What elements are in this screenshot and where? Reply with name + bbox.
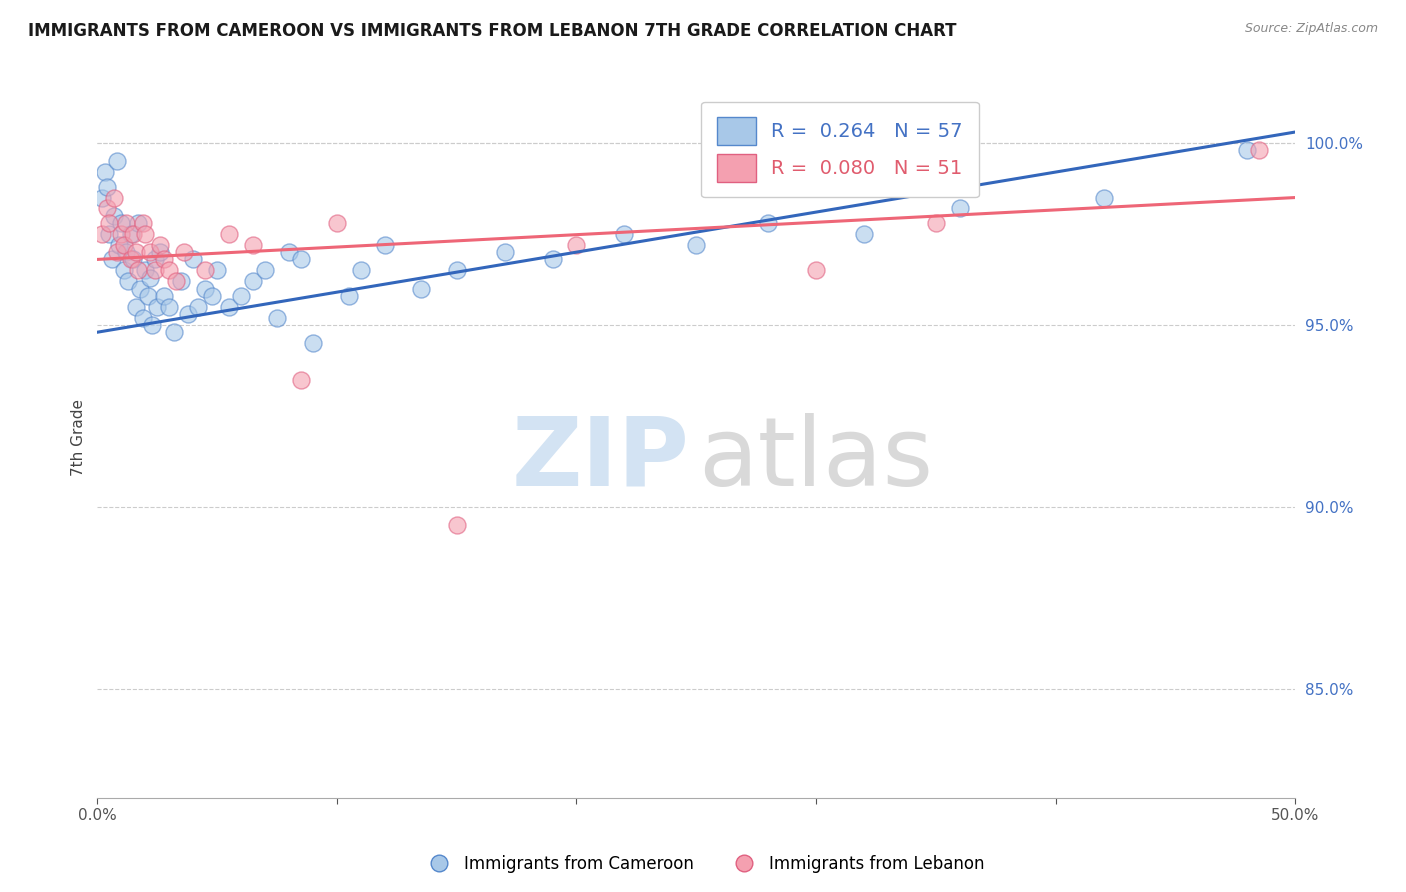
- Point: [141, 318, 163, 332]
- Point: [494, 245, 516, 260]
- Point: [1092, 190, 1115, 204]
- Point: [337, 289, 360, 303]
- Point: [98, 216, 121, 230]
- Point: [804, 263, 827, 277]
- Point: [125, 300, 148, 314]
- Point: [446, 263, 468, 277]
- Text: Source: ZipAtlas.com: Source: ZipAtlas.com: [1244, 22, 1378, 36]
- Point: [91, 227, 114, 241]
- Point: [187, 300, 209, 314]
- Point: [132, 216, 155, 230]
- Legend: R =  0.264   N = 57, R =  0.080   N = 51: R = 0.264 N = 57, R = 0.080 N = 51: [702, 102, 979, 197]
- Text: ZIP: ZIP: [512, 413, 689, 506]
- Point: [91, 190, 114, 204]
- Point: [143, 252, 166, 267]
- Point: [122, 227, 145, 241]
- Point: [96, 179, 118, 194]
- Point: [120, 252, 142, 267]
- Point: [685, 238, 707, 252]
- Point: [125, 245, 148, 260]
- Y-axis label: 7th Grade: 7th Grade: [72, 400, 86, 476]
- Point: [143, 263, 166, 277]
- Point: [242, 238, 264, 252]
- Point: [146, 300, 169, 314]
- Point: [112, 263, 135, 277]
- Point: [201, 289, 224, 303]
- Point: [127, 216, 149, 230]
- Point: [925, 216, 948, 230]
- Text: IMMIGRANTS FROM CAMEROON VS IMMIGRANTS FROM LEBANON 7TH GRADE CORRELATION CHART: IMMIGRANTS FROM CAMEROON VS IMMIGRANTS F…: [28, 22, 956, 40]
- Point: [134, 227, 156, 241]
- Point: [153, 252, 176, 267]
- Point: [122, 252, 145, 267]
- Point: [949, 202, 972, 216]
- Point: [177, 307, 200, 321]
- Point: [93, 165, 115, 179]
- Point: [409, 281, 432, 295]
- Point: [350, 263, 373, 277]
- Point: [218, 300, 240, 314]
- Point: [132, 310, 155, 325]
- Point: [1249, 143, 1271, 157]
- Text: atlas: atlas: [699, 413, 934, 506]
- Point: [194, 263, 217, 277]
- Point: [1236, 143, 1258, 157]
- Point: [181, 252, 204, 267]
- Point: [290, 252, 312, 267]
- Point: [136, 289, 159, 303]
- Point: [173, 245, 195, 260]
- Point: [446, 518, 468, 533]
- Point: [290, 372, 312, 386]
- Point: [153, 289, 176, 303]
- Point: [96, 202, 118, 216]
- Point: [139, 270, 162, 285]
- Point: [163, 325, 186, 339]
- Point: [129, 281, 152, 295]
- Point: [302, 336, 325, 351]
- Point: [254, 263, 277, 277]
- Point: [205, 263, 228, 277]
- Point: [157, 300, 180, 314]
- Point: [565, 238, 588, 252]
- Legend: Immigrants from Cameroon, Immigrants from Lebanon: Immigrants from Cameroon, Immigrants fro…: [415, 848, 991, 880]
- Point: [613, 227, 636, 241]
- Point: [103, 209, 125, 223]
- Point: [108, 238, 131, 252]
- Point: [165, 274, 187, 288]
- Point: [103, 190, 125, 204]
- Point: [852, 227, 875, 241]
- Point: [134, 263, 156, 277]
- Point: [117, 274, 139, 288]
- Point: [194, 281, 217, 295]
- Point: [229, 289, 252, 303]
- Point: [105, 154, 128, 169]
- Point: [100, 252, 122, 267]
- Point: [374, 238, 396, 252]
- Point: [127, 263, 149, 277]
- Point: [541, 252, 564, 267]
- Point: [326, 216, 349, 230]
- Point: [98, 227, 121, 241]
- Point: [105, 245, 128, 260]
- Point: [170, 274, 193, 288]
- Point: [242, 274, 264, 288]
- Point: [112, 238, 135, 252]
- Point: [115, 245, 138, 260]
- Point: [756, 216, 779, 230]
- Point: [157, 263, 180, 277]
- Point: [149, 245, 172, 260]
- Point: [218, 227, 240, 241]
- Point: [139, 245, 162, 260]
- Point: [110, 227, 132, 241]
- Point: [266, 310, 288, 325]
- Point: [115, 216, 138, 230]
- Point: [110, 216, 132, 230]
- Point: [149, 238, 172, 252]
- Point: [120, 227, 142, 241]
- Point: [278, 245, 301, 260]
